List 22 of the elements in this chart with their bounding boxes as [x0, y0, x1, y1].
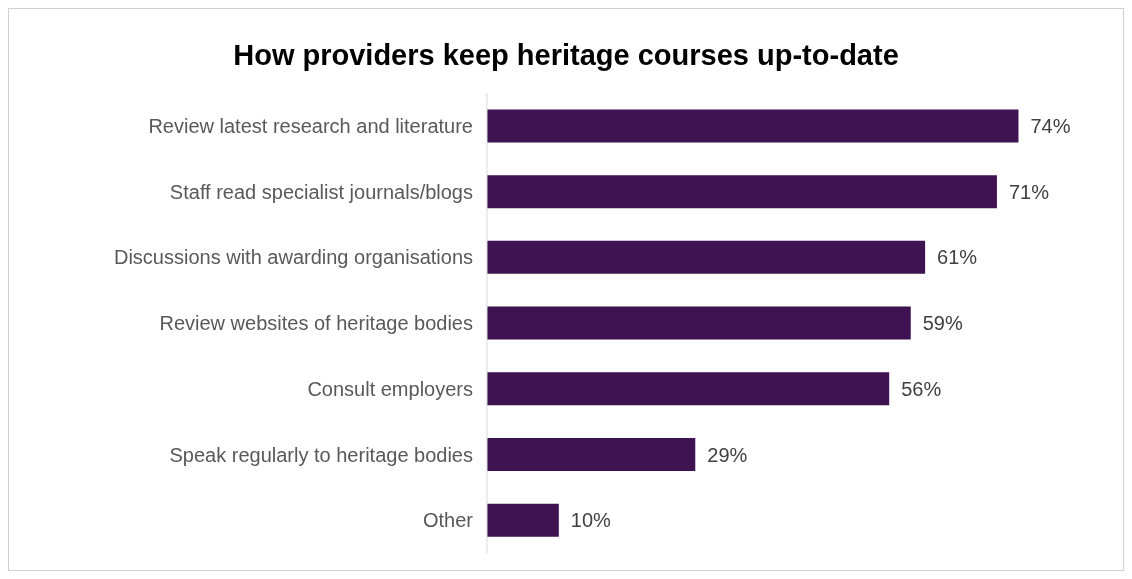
y-tick-label: Discussions with awarding organisations [113, 246, 473, 269]
data-label: 29% [707, 443, 748, 466]
data-label: 71% [1008, 180, 1050, 203]
bar [487, 109, 1019, 143]
bar [487, 175, 997, 209]
chart-title: How providers keep heritage courses up-to-date [232, 38, 900, 73]
bar [487, 306, 911, 340]
bar [487, 240, 926, 274]
data-label: 10% [570, 509, 612, 532]
data-label: 74% [1030, 115, 1071, 138]
bar [487, 372, 890, 406]
bar [487, 438, 696, 471]
data-label: 61% [937, 246, 978, 269]
y-tick-label: Other [422, 509, 474, 532]
bar [487, 503, 559, 537]
y-tick-label: Review latest research and literature [148, 114, 473, 137]
data-label: 56% [901, 377, 942, 400]
y-tick-label: Staff read specialist journals/blogs [169, 180, 473, 203]
data-label: 59% [922, 312, 963, 335]
y-tick-label: Review websites of heritage bodies [159, 312, 473, 335]
y-tick-label: Speak regularly to heritage bodies [169, 443, 473, 466]
y-tick-label: Consult employers [307, 377, 473, 400]
